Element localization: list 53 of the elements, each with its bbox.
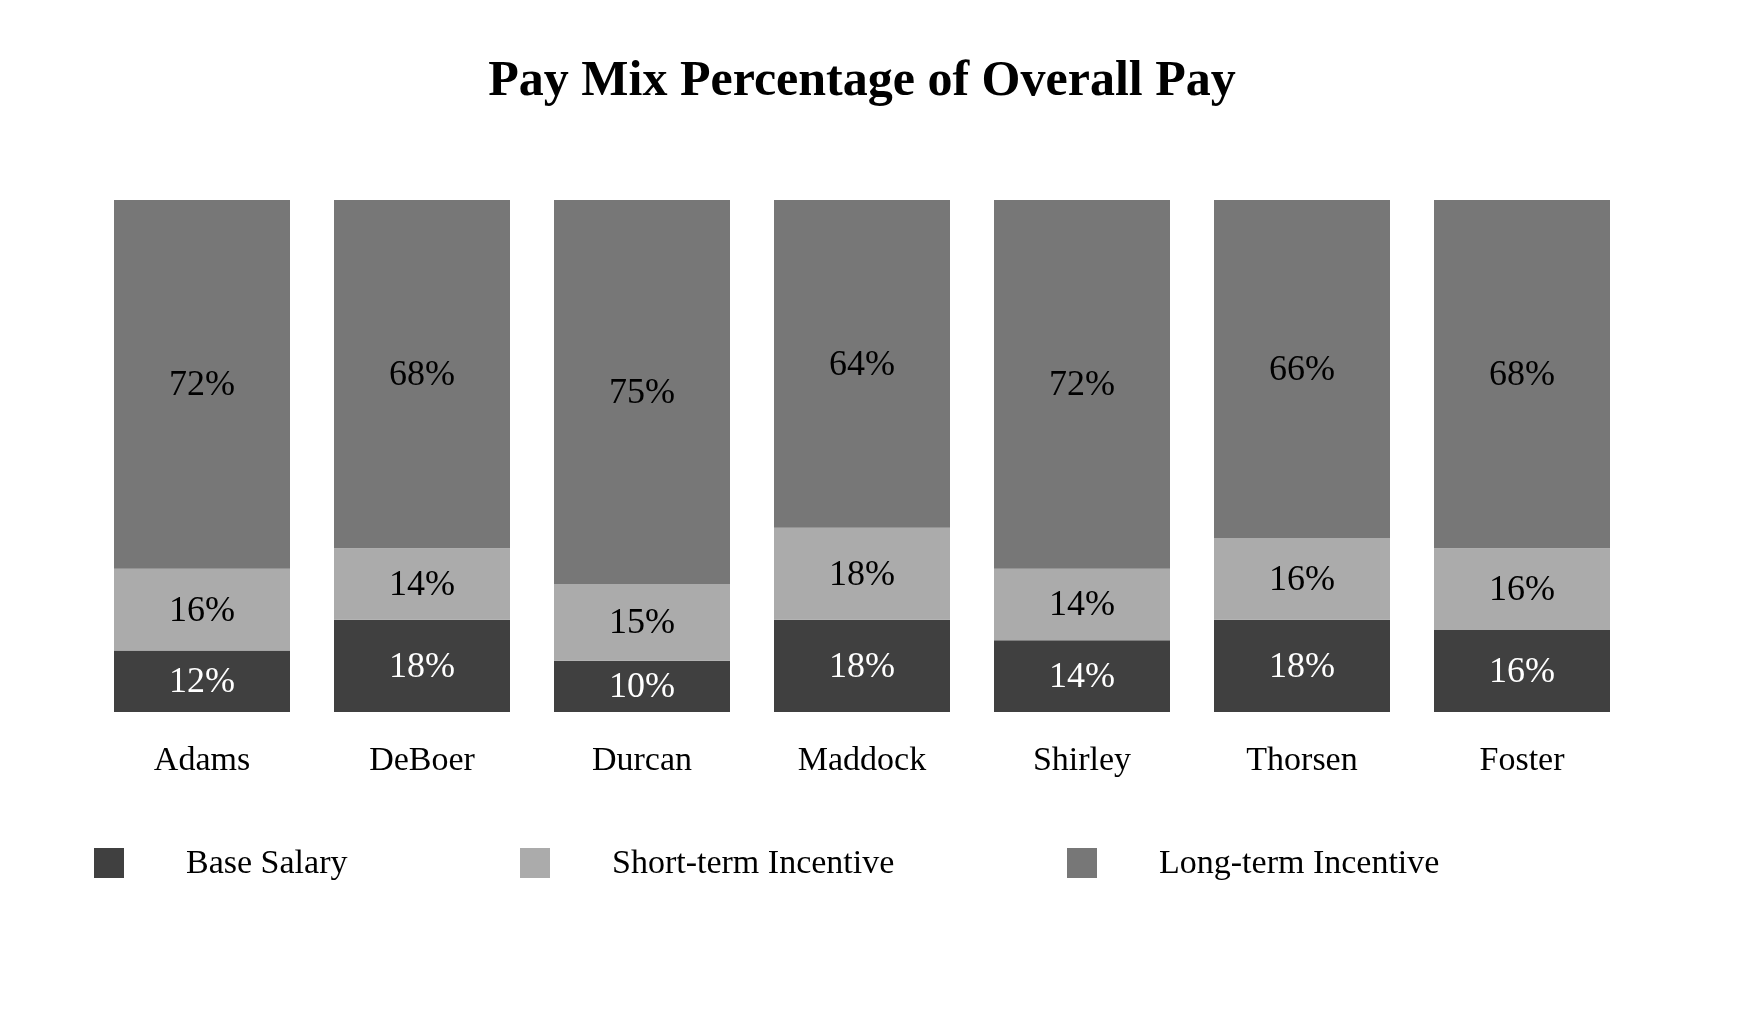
data-label: 16% xyxy=(1489,568,1555,609)
data-label: 16% xyxy=(169,588,235,629)
data-label: 12% xyxy=(169,660,235,701)
legend-label: Long-term Incentive xyxy=(1159,843,1440,880)
bar xyxy=(334,548,510,620)
legend-label: Short-term Incentive xyxy=(612,843,895,880)
bar xyxy=(1214,200,1390,538)
data-label: 15% xyxy=(609,601,675,642)
bar xyxy=(1434,630,1610,712)
x-tick-label: Shirley xyxy=(1032,739,1132,777)
data-label: 72% xyxy=(169,363,235,404)
data-label: 68% xyxy=(1489,353,1555,394)
bar xyxy=(114,650,290,712)
bar xyxy=(334,200,510,549)
data-label: 18% xyxy=(829,644,895,685)
bar xyxy=(1214,537,1390,620)
bar xyxy=(1214,619,1390,712)
bar xyxy=(554,200,730,584)
bar xyxy=(554,584,730,661)
bar xyxy=(774,527,950,620)
bar xyxy=(1434,200,1610,549)
data-label: 68% xyxy=(389,353,455,394)
bar xyxy=(334,619,510,712)
bar xyxy=(774,619,950,712)
data-label: 14% xyxy=(1049,655,1115,696)
data-label: 64% xyxy=(829,342,895,383)
bar xyxy=(554,660,730,712)
legend-label: Base Salary xyxy=(186,843,348,880)
data-label: 18% xyxy=(829,552,895,593)
data-label: 14% xyxy=(1049,583,1115,624)
bar xyxy=(114,568,290,651)
data-label: 66% xyxy=(1269,347,1335,388)
chart-title: Pay Mix Percentage of Overall Pay xyxy=(488,50,1236,106)
x-tick-label: Foster xyxy=(1479,739,1566,777)
data-label: 72% xyxy=(1049,363,1115,404)
bar xyxy=(994,568,1170,641)
data-label: 16% xyxy=(1269,557,1335,598)
x-tick-label: Durcan xyxy=(591,739,693,777)
x-tick-label: Adams xyxy=(153,739,251,777)
data-label: 14% xyxy=(389,563,455,603)
bar xyxy=(774,200,950,528)
bar xyxy=(994,200,1170,569)
bar xyxy=(994,640,1170,712)
data-label: 75% xyxy=(609,371,675,411)
x-tick-label: Maddock xyxy=(797,739,927,777)
data-label: 16% xyxy=(1489,650,1555,691)
x-tick-label: Thorsen xyxy=(1246,739,1358,777)
data-label: 10% xyxy=(609,665,675,706)
bar xyxy=(114,200,290,569)
data-label: 18% xyxy=(1269,644,1335,685)
x-tick-label: DeBoer xyxy=(369,739,476,777)
data-label: 18% xyxy=(389,644,455,685)
bar xyxy=(1434,548,1610,631)
